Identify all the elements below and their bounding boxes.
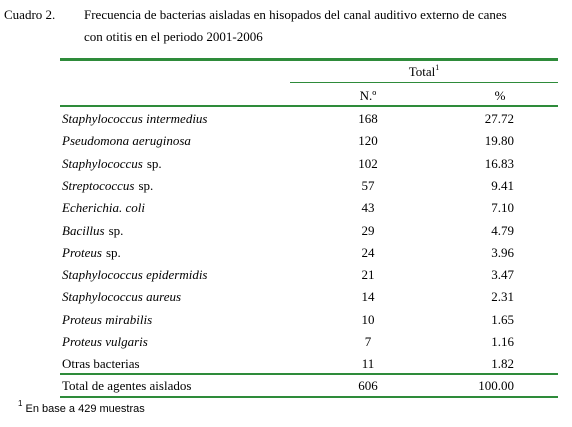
row-n: 29 — [361, 222, 375, 238]
row-name: Staphylococcus intermedius — [62, 111, 208, 127]
total-label: Total de agentes aislados — [62, 378, 192, 393]
caption-label: Cuadro 2. — [4, 7, 56, 22]
rule — [60, 396, 558, 398]
column-header: % — [494, 88, 506, 103]
rule — [290, 82, 558, 83]
row-pct: 9.41 — [491, 177, 514, 193]
name-part: Otras bacterias — [62, 356, 140, 372]
rule — [60, 105, 558, 107]
name-part: Pseudomona aeruginosa — [62, 133, 191, 149]
group-header: Total1 — [290, 64, 558, 80]
row-n: 21 — [361, 267, 375, 283]
name-part: Streptococcus — [62, 177, 135, 193]
rule — [60, 373, 558, 375]
rule — [60, 58, 558, 61]
row-name: Staphylococcus sp. — [62, 156, 162, 172]
row-pct: 1.82 — [491, 356, 514, 372]
row-name: Staphylococcus aureus — [62, 289, 181, 305]
row-n: 43 — [361, 200, 375, 216]
footnote: 1 En base a 429 muestras — [18, 400, 145, 416]
total-pct: 100.00 — [478, 378, 514, 393]
row-n: 10 — [361, 311, 375, 327]
name-part: Echerichia. coli — [62, 200, 146, 216]
name-part: Bacillus — [62, 222, 105, 238]
row-pct: 3.47 — [491, 267, 514, 283]
row-n: 11 — [361, 356, 375, 372]
row-pct: 3.96 — [491, 244, 514, 260]
row-name: Proteus vulgaris — [62, 334, 148, 350]
row-pct: 1.16 — [491, 334, 514, 349]
row-pct: 7.10 — [491, 200, 514, 216]
row-name: Streptococcus sp. — [62, 178, 153, 194]
row-name: Otras bacterias — [62, 356, 140, 372]
footnote-text: En base a 429 muestras — [25, 403, 145, 415]
name-part: Proteus mirabilis — [62, 311, 153, 327]
name-part: Staphylococcus intermedius — [62, 111, 208, 126]
row-name: Bacillus sp. — [62, 223, 123, 239]
column-header: N.º — [359, 88, 377, 103]
footnote-mark: 1 — [18, 399, 23, 408]
row-n: 7 — [364, 334, 372, 349]
row-n: 14 — [361, 289, 375, 305]
row-pct: 2.31 — [491, 289, 514, 305]
name-part: Staphylococcus aureus — [62, 289, 182, 305]
row-pct: 4.79 — [491, 222, 514, 238]
row-n: 57 — [361, 177, 375, 193]
row-n: 102 — [358, 155, 378, 171]
row-name: Pseudomona aeruginosa — [62, 133, 191, 149]
total-n: 606 — [358, 378, 378, 393]
row-pct: 1.65 — [491, 311, 514, 327]
name-part: Proteus — [62, 244, 102, 260]
name-part: sp. — [108, 222, 124, 238]
row-n: 24 — [361, 244, 375, 260]
row-name: Echerichia. coli — [62, 200, 145, 216]
row-pct: 27.72 — [484, 111, 514, 126]
row-name: Proteus sp. — [62, 245, 121, 261]
group-header-text: Total — [408, 64, 436, 79]
name-part: Staphylococcus epidermidis — [62, 267, 208, 283]
name-part: sp. — [105, 244, 121, 260]
row-pct: 19.80 — [484, 133, 514, 149]
note-mark: 1 — [435, 63, 440, 72]
row-name: Proteus mirabilis — [62, 312, 152, 328]
row-n: 168 — [358, 111, 378, 126]
row-n: 120 — [358, 133, 378, 149]
row-pct: 16.83 — [484, 155, 514, 171]
name-part: Staphylococcus — [62, 155, 143, 171]
name-part: Proteus vulgaris — [62, 334, 148, 349]
name-part: sp. — [138, 177, 154, 193]
row-name: Staphylococcus epidermidis — [62, 267, 208, 283]
caption-text: Frecuencia de bacterias aisladas en hiso… — [84, 7, 507, 22]
caption-text: con otitis en el periodo 2001-2006 — [84, 29, 263, 44]
name-part: sp. — [146, 155, 162, 171]
